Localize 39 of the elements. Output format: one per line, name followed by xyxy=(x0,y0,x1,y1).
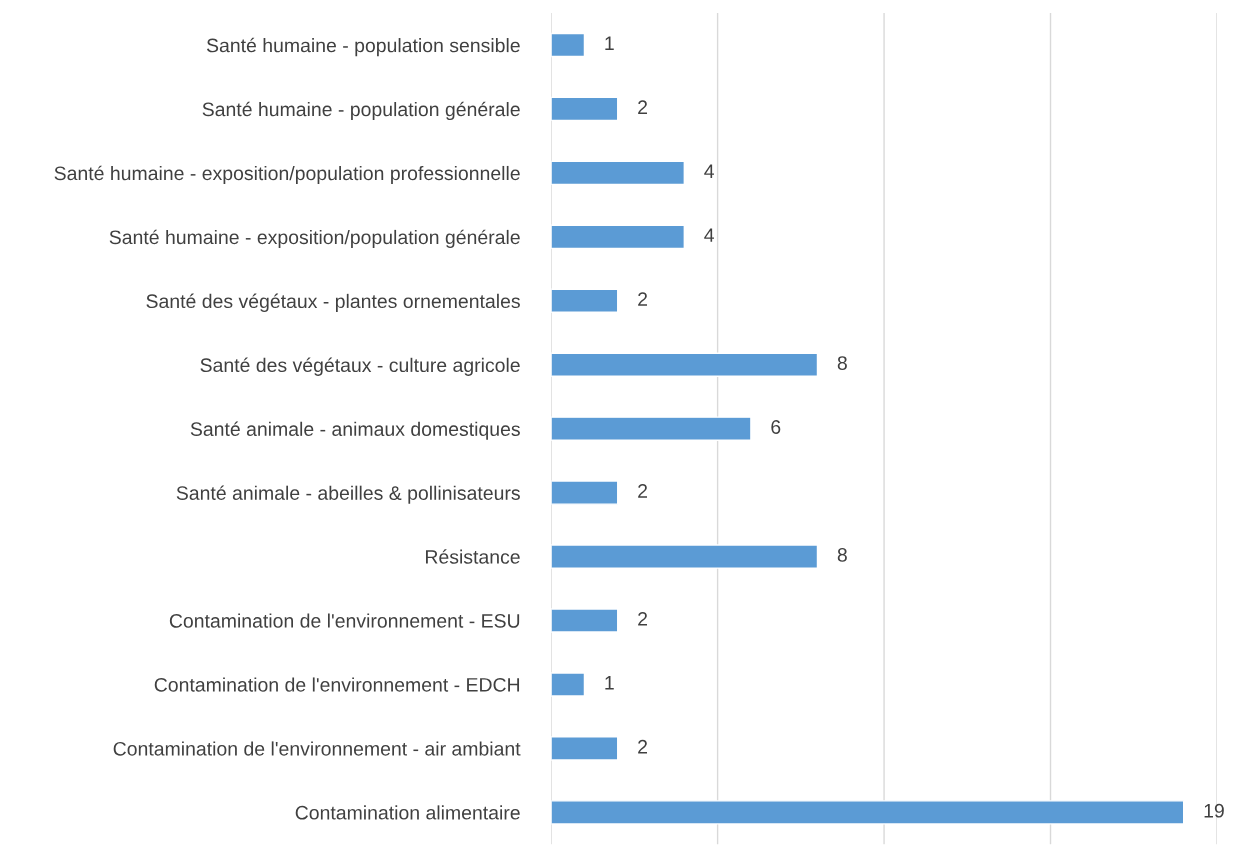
data-label: 4 xyxy=(704,164,714,178)
y-tick-label: Santé animale - animaux domestiques xyxy=(190,421,520,440)
bar xyxy=(551,32,586,58)
data-label: 8 xyxy=(837,356,847,370)
bar xyxy=(551,672,586,697)
data-label: 2 xyxy=(638,611,648,626)
bar xyxy=(551,288,619,313)
y-tick-label: Contamination de l'environnement - ESU xyxy=(169,613,520,628)
data-label: 4 xyxy=(704,228,714,242)
y-tick-label: Résistance xyxy=(426,549,520,564)
bar xyxy=(551,416,752,441)
data-label: 1 xyxy=(605,36,614,50)
y-tick-label: Santé humaine - population générale xyxy=(202,101,520,121)
bar xyxy=(551,96,619,122)
bar xyxy=(551,352,819,377)
data-label: 1 xyxy=(605,676,614,690)
y-tick-label: Contamination de l'environnement - air ambiant xyxy=(113,741,521,756)
y-tick-label: Santé humaine - population sensible xyxy=(206,37,520,57)
bar xyxy=(551,224,686,250)
bar xyxy=(551,544,819,569)
y-tick-label: Santé animale - abeilles & pollinisateurs xyxy=(176,485,520,504)
y-tick-label: Contamination de l'environnement - EDCH xyxy=(154,677,520,692)
data-label: 6 xyxy=(771,420,781,434)
y-tick-label: Santé humaine - exposition/population professionnelle xyxy=(54,165,520,185)
y-tick-label: Santé humaine - exposition/population générale xyxy=(109,229,520,249)
bar xyxy=(551,160,686,186)
y-tick-label: Santé des végétaux - culture agricole xyxy=(200,357,520,376)
data-label: 8 xyxy=(837,548,847,562)
bar xyxy=(551,608,619,633)
y-tick-label: Contamination alimentaire xyxy=(295,805,520,820)
data-label: 2 xyxy=(638,292,648,306)
data-label: 2 xyxy=(638,100,648,114)
data-label: 19 xyxy=(1204,803,1224,818)
data-label: 2 xyxy=(638,739,648,754)
y-tick-label: Santé des végétaux - plantes ornementales xyxy=(146,293,520,312)
bar xyxy=(551,736,619,761)
bar xyxy=(551,480,619,505)
bar xyxy=(551,800,1185,825)
data-label: 2 xyxy=(638,484,648,498)
